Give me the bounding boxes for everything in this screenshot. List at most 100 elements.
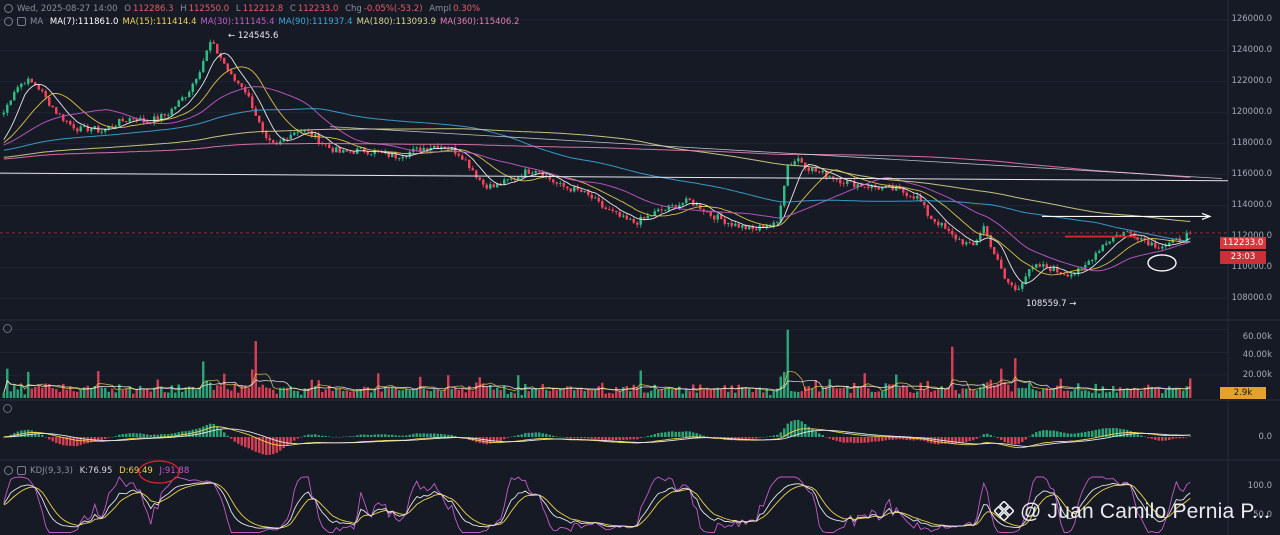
volume-bar bbox=[272, 389, 275, 398]
macd-histogram-bar bbox=[643, 437, 646, 438]
volume-bar bbox=[86, 385, 89, 398]
macd-histogram-bar bbox=[247, 437, 250, 449]
ma-item: MA(90):111937.4 bbox=[278, 17, 353, 27]
macd-histogram-bar bbox=[611, 437, 614, 441]
candle-body bbox=[317, 134, 320, 144]
macd-histogram-bar bbox=[1178, 437, 1181, 439]
ma-toggle-icon[interactable] bbox=[4, 17, 13, 26]
macd-histogram-bar bbox=[48, 437, 51, 440]
volume-bar bbox=[958, 393, 961, 398]
candle-body bbox=[1028, 269, 1031, 277]
volume-bar bbox=[387, 387, 390, 398]
kdj-toggle-icon[interactable] bbox=[4, 466, 13, 475]
volume-bar bbox=[489, 384, 492, 398]
volume-bar bbox=[482, 383, 485, 398]
macd-histogram-bar bbox=[1143, 436, 1146, 438]
macd-histogram-bar bbox=[877, 437, 880, 442]
candle-body bbox=[251, 96, 254, 109]
candle-body bbox=[825, 171, 828, 178]
volume-bar bbox=[1136, 388, 1139, 398]
candle-body bbox=[23, 83, 26, 85]
volume-bar bbox=[41, 387, 44, 398]
macd-histogram-bar bbox=[1091, 430, 1094, 437]
candle-body bbox=[765, 225, 768, 228]
volume-bar bbox=[821, 387, 824, 398]
volume-bar bbox=[615, 386, 618, 398]
candle-body bbox=[506, 179, 509, 181]
volume-bar bbox=[583, 391, 586, 398]
macd-histogram-bar bbox=[384, 434, 387, 437]
candle-body bbox=[776, 221, 779, 223]
macd-histogram-bar bbox=[909, 437, 912, 441]
candle-body bbox=[261, 122, 264, 132]
volume-bar bbox=[135, 389, 138, 398]
candle-body bbox=[881, 187, 884, 190]
candle-body bbox=[643, 216, 646, 219]
candle-body bbox=[702, 209, 705, 212]
low-value: 112212.8 bbox=[242, 4, 284, 14]
volume-bar bbox=[9, 391, 12, 398]
ma-settings-icon[interactable] bbox=[17, 17, 26, 26]
volume-bar bbox=[370, 392, 373, 398]
volume-bar bbox=[121, 390, 124, 398]
macd-histogram-bar bbox=[258, 437, 261, 454]
macd-histogram-bar bbox=[769, 436, 772, 437]
volume-bar bbox=[1098, 393, 1101, 398]
macd-histogram-bar bbox=[513, 435, 516, 437]
volume-bar bbox=[184, 387, 187, 398]
candle-body bbox=[720, 214, 723, 220]
candle-body bbox=[688, 198, 691, 200]
volume-bar bbox=[674, 388, 677, 398]
candle-body bbox=[1031, 267, 1034, 270]
macd-histogram-bar bbox=[594, 437, 597, 439]
candle-body bbox=[601, 201, 604, 208]
candle-body bbox=[650, 215, 653, 217]
candle-body bbox=[170, 108, 173, 115]
ma-item: MA(15):111414.4 bbox=[122, 17, 197, 27]
chart-settings-icon[interactable] bbox=[4, 4, 13, 13]
volume-bar bbox=[524, 383, 527, 398]
kdj-settings-icon[interactable] bbox=[17, 466, 26, 475]
candle-body bbox=[1035, 264, 1038, 268]
macd-histogram-bar bbox=[69, 437, 72, 446]
candle-body bbox=[1157, 247, 1160, 249]
volume-bar bbox=[174, 392, 177, 398]
candle-body bbox=[163, 114, 166, 116]
macd-histogram-bar bbox=[370, 434, 373, 437]
macd-histogram-bar bbox=[202, 426, 205, 437]
candle-body bbox=[83, 125, 86, 127]
candle-body bbox=[13, 92, 16, 101]
candle-body bbox=[986, 226, 989, 236]
candle-body bbox=[531, 172, 534, 174]
volume-bar bbox=[58, 391, 61, 398]
volume-bar bbox=[478, 377, 481, 398]
candle-body bbox=[6, 104, 9, 113]
volume-bar bbox=[191, 387, 194, 398]
volume-bar bbox=[940, 386, 943, 398]
candle-body bbox=[373, 150, 376, 155]
volume-bar bbox=[877, 391, 880, 398]
kdj-line bbox=[3, 482, 1191, 530]
macd-histogram-bar bbox=[149, 435, 152, 437]
macd-histogram-bar bbox=[573, 437, 576, 439]
candle-body bbox=[741, 225, 744, 228]
volume-bar bbox=[506, 393, 509, 398]
candle-body bbox=[1042, 264, 1045, 267]
volume-bar bbox=[933, 390, 936, 398]
volume-pane-toggle-icon[interactable] bbox=[3, 324, 12, 333]
candle-body bbox=[608, 209, 611, 210]
volume-bar bbox=[359, 389, 362, 398]
volume-bar bbox=[895, 374, 898, 398]
candle-body bbox=[146, 122, 149, 124]
macd-histogram-bar bbox=[111, 436, 114, 438]
candle-body bbox=[853, 180, 856, 188]
volume-bar bbox=[412, 389, 415, 398]
candle-body bbox=[450, 147, 453, 150]
macd-histogram-bar bbox=[478, 437, 481, 444]
candle-body bbox=[517, 177, 520, 180]
macd-pane-toggle-icon[interactable] bbox=[3, 404, 12, 413]
macd-histogram-bar bbox=[1098, 429, 1101, 437]
macd-histogram-bar bbox=[552, 435, 555, 437]
candle-body bbox=[391, 153, 394, 157]
